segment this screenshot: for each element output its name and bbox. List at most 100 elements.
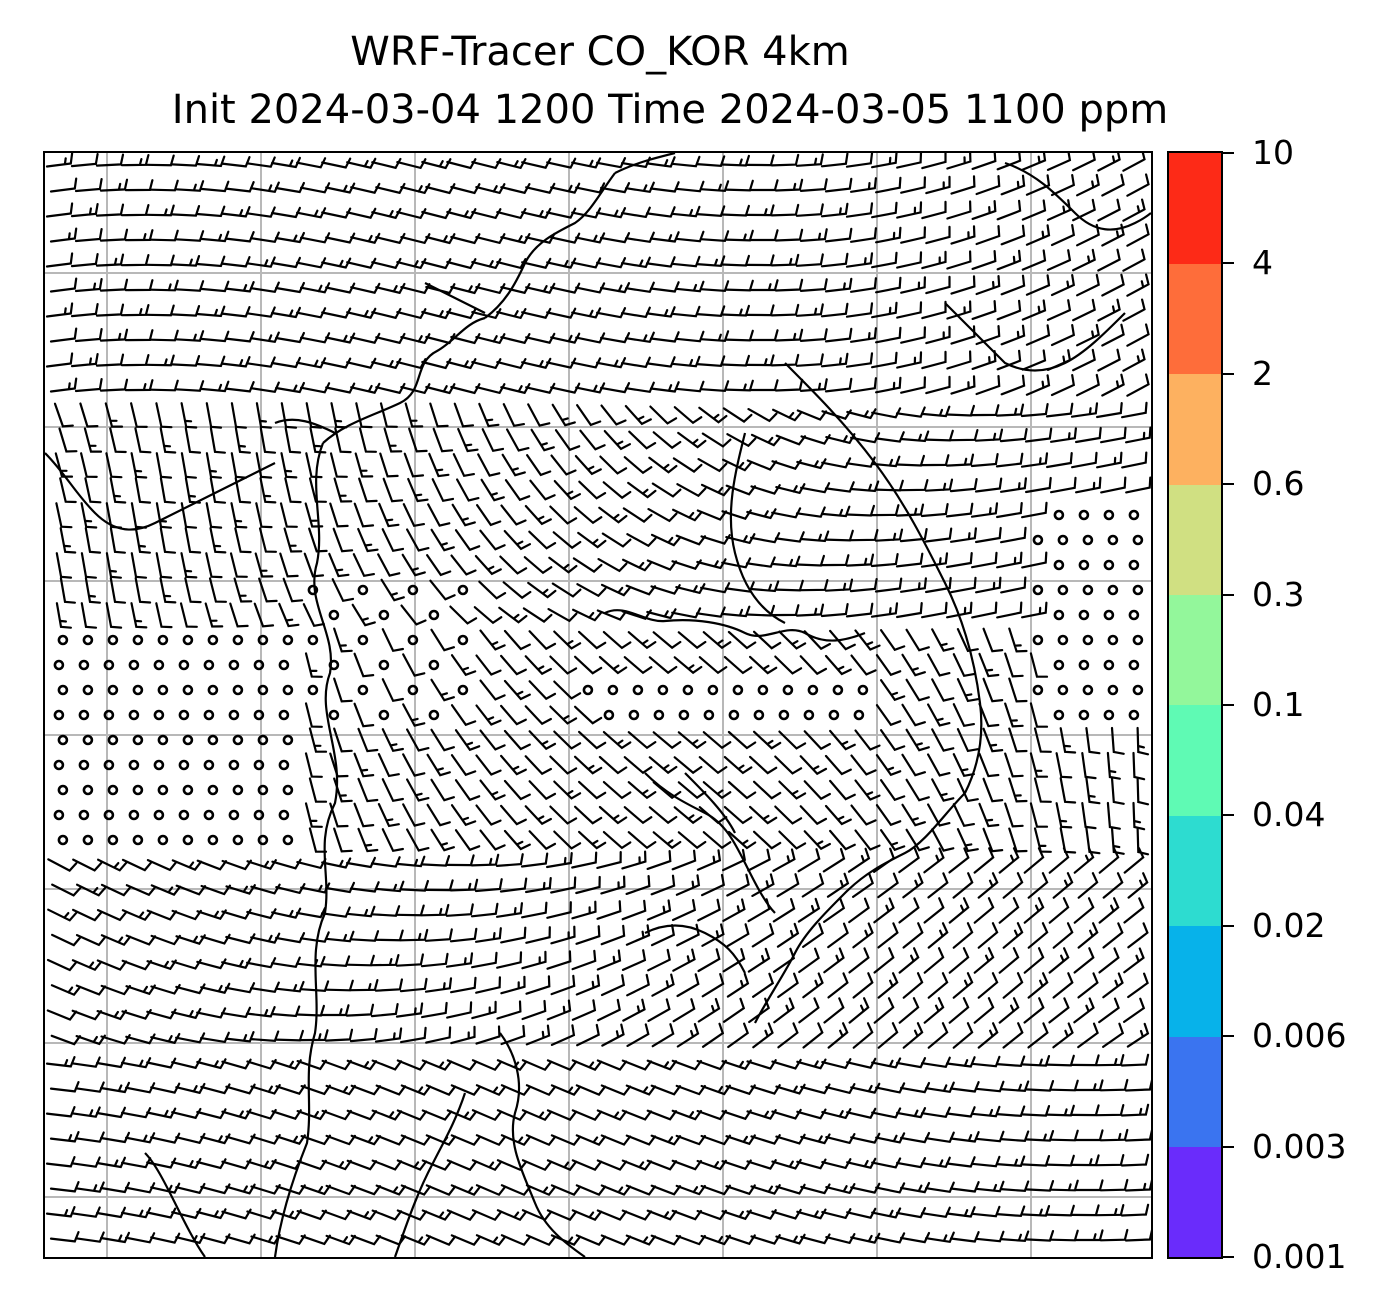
calm-marker	[282, 684, 294, 696]
wind-barb	[471, 1209, 503, 1222]
wind-barb	[722, 948, 746, 973]
wind-barb	[1073, 947, 1095, 974]
calm-marker	[203, 759, 215, 771]
wind-barb	[824, 654, 852, 676]
wind-barb	[1085, 727, 1101, 755]
wind-barb	[1072, 153, 1096, 172]
wind-barb	[352, 553, 375, 578]
wind-barb	[1099, 1078, 1129, 1092]
wind-barb	[125, 934, 157, 946]
wind-barb	[1075, 426, 1102, 444]
wind-barb	[400, 1026, 427, 1044]
wind-barb	[84, 477, 102, 504]
wind-barb	[1000, 274, 1026, 296]
wind-barb	[308, 527, 328, 553]
wind-barb	[652, 781, 682, 800]
wind-barb	[721, 1109, 752, 1121]
wind-barb	[96, 1106, 126, 1119]
wind-barb	[249, 1030, 280, 1043]
wind-barb	[300, 182, 331, 194]
wind-barb	[925, 225, 951, 245]
wind-barb	[1102, 972, 1124, 999]
wind-barb	[1081, 802, 1097, 830]
wind-barb	[1045, 1104, 1075, 1117]
wind-barb	[550, 1184, 582, 1196]
map-title-line-1: WRF-Tracer CO_KOR 4km	[350, 29, 850, 75]
wind-barb	[575, 875, 601, 895]
wind-barb	[396, 208, 427, 220]
wind-barb	[375, 1234, 407, 1246]
wind-barb	[325, 1234, 356, 1246]
wind-barb	[346, 1109, 378, 1121]
wind-barb	[496, 208, 527, 220]
wind-barb	[902, 1022, 924, 1049]
wind-barb	[184, 427, 202, 454]
coastlines	[45, 153, 1151, 1257]
wind-barb	[751, 873, 775, 897]
wind-barb	[49, 1231, 80, 1243]
wind-barb	[426, 554, 452, 577]
wind-barb	[104, 402, 124, 428]
wind-barb	[745, 354, 775, 367]
wind-barb	[1048, 947, 1070, 974]
wind-barb	[1021, 501, 1048, 519]
wind-barb	[801, 872, 825, 898]
wind-barb	[446, 1209, 478, 1221]
wind-barb	[70, 1056, 101, 1068]
calm-marker	[153, 759, 165, 771]
wind-barb	[952, 653, 975, 678]
wind-barb	[120, 254, 150, 267]
wind-barb	[977, 1022, 999, 1049]
wind-barb	[75, 984, 107, 996]
calm-marker	[307, 634, 319, 646]
wind-barb	[200, 1183, 231, 1195]
wind-barb	[275, 231, 305, 244]
wind-barb	[571, 1159, 603, 1171]
calm-marker	[178, 659, 190, 671]
wind-barb	[749, 655, 778, 675]
wind-barb	[446, 1159, 478, 1171]
wind-barb	[905, 678, 930, 702]
wind-barb	[945, 1206, 976, 1218]
wind-barb	[895, 552, 924, 568]
wind-barb	[1099, 1128, 1129, 1142]
calm-marker	[603, 709, 615, 721]
wind-barb	[496, 258, 527, 270]
wind-barb	[974, 1080, 1005, 1093]
wind-barb	[333, 477, 353, 503]
calm-marker	[253, 809, 265, 821]
wind-barb	[105, 602, 123, 629]
wind-barb	[495, 853, 524, 867]
wind-barb	[651, 482, 682, 498]
calm-marker	[728, 709, 740, 721]
wind-barb	[474, 555, 502, 576]
wind-barb	[652, 631, 682, 650]
wind-barb	[358, 477, 378, 503]
wind-barb	[820, 153, 849, 168]
wind-barb	[150, 1132, 181, 1144]
colorbar-tick	[1222, 483, 1234, 486]
wind-barb	[776, 922, 800, 948]
wind-barb	[647, 998, 671, 1022]
wind-barb	[296, 357, 327, 369]
calm-marker	[428, 709, 440, 721]
calm-marker	[153, 659, 165, 671]
wind-barb	[672, 508, 703, 522]
wind-barb	[321, 307, 352, 319]
wind-barb	[180, 402, 198, 429]
wind-barb	[824, 804, 852, 826]
wind-barb	[950, 275, 976, 295]
wind-barb	[199, 230, 230, 243]
wind-barb	[95, 203, 125, 217]
wind-barb	[850, 1182, 881, 1194]
wind-barb	[155, 602, 173, 629]
wind-barb	[724, 581, 755, 593]
wind-barb	[600, 974, 626, 997]
wind-barb	[900, 1181, 931, 1194]
wind-barb	[875, 1082, 906, 1094]
wind-barb	[723, 806, 753, 825]
wind-barb	[396, 1109, 428, 1121]
wind-barb	[824, 578, 854, 592]
wind-barb	[701, 1022, 725, 1048]
wind-barb	[956, 828, 979, 853]
